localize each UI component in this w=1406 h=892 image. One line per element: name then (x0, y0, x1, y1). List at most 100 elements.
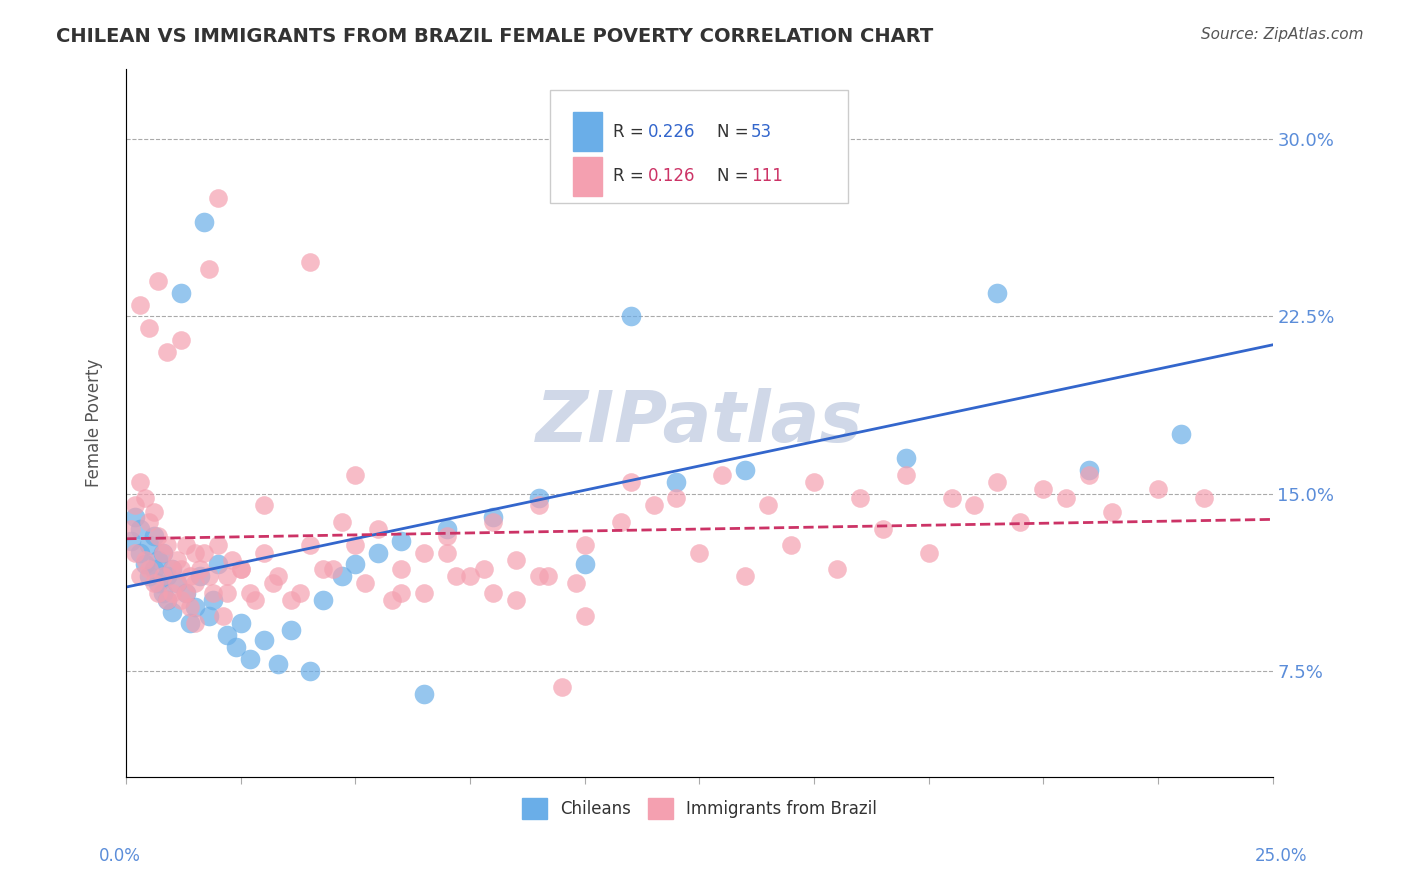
Text: Source: ZipAtlas.com: Source: ZipAtlas.com (1201, 27, 1364, 42)
Point (129, 569, 152, 583)
Point (620, 475, 643, 489)
Point (436, 545, 458, 559)
Point (825, 562, 848, 576)
Point (138, 321, 160, 335)
Point (344, 467, 367, 482)
Point (734, 569, 756, 583)
Point (129, 298, 152, 312)
Point (142, 576, 165, 591)
Point (138, 515, 160, 529)
Point (482, 515, 505, 529)
Point (389, 585, 412, 599)
Point (152, 585, 174, 599)
Point (1170, 427, 1192, 442)
Point (124, 499, 146, 513)
Point (564, 576, 586, 591)
Point (160, 605, 183, 619)
Point (330, 515, 353, 529)
Text: ZIPatlas: ZIPatlas (536, 388, 863, 458)
Point (184, 576, 207, 591)
Point (148, 274, 170, 288)
Point (138, 562, 160, 576)
Point (367, 545, 389, 559)
Point (184, 545, 207, 559)
Text: 0.0%: 0.0% (98, 847, 141, 865)
Point (665, 491, 688, 506)
Point (986, 285, 1008, 300)
Point (148, 552, 170, 566)
Point (574, 539, 596, 553)
Point (217, 628, 239, 642)
Point (505, 592, 527, 607)
Point (280, 624, 302, 638)
Point (963, 499, 986, 513)
Point (574, 558, 596, 572)
Point (134, 558, 156, 572)
Point (156, 344, 179, 359)
Y-axis label: Female Poverty: Female Poverty (86, 359, 103, 487)
Point (436, 529, 458, 543)
Point (166, 576, 188, 591)
Point (142, 505, 165, 519)
Point (211, 609, 233, 624)
Point (1078, 467, 1101, 482)
Point (174, 539, 197, 553)
Legend: Chileans, Immigrants from Brazil: Chileans, Immigrants from Brazil (515, 791, 883, 825)
Point (124, 510, 146, 524)
Point (160, 562, 183, 576)
Point (225, 640, 247, 654)
Point (174, 585, 197, 599)
Point (780, 539, 803, 553)
Point (1192, 491, 1215, 506)
Point (253, 499, 276, 513)
Point (917, 545, 939, 559)
Point (1054, 491, 1077, 506)
Text: R =: R = (613, 167, 644, 186)
Point (124, 545, 146, 559)
Point (188, 562, 211, 576)
Point (458, 569, 481, 583)
Point (1032, 482, 1054, 496)
Point (413, 687, 436, 701)
Point (156, 569, 179, 583)
Point (129, 545, 152, 559)
Point (152, 569, 174, 583)
Point (344, 539, 367, 553)
Point (184, 599, 207, 614)
Point (527, 569, 550, 583)
Point (148, 529, 170, 543)
Bar (574, 157, 602, 195)
Point (207, 191, 229, 205)
Point (197, 609, 219, 624)
Point (298, 664, 321, 678)
Point (298, 255, 321, 269)
Point (389, 533, 412, 548)
Point (217, 569, 239, 583)
Point (170, 333, 193, 347)
Point (120, 533, 142, 548)
Point (166, 576, 188, 591)
Point (527, 491, 550, 506)
Point (298, 539, 321, 553)
Text: N =: N = (717, 167, 748, 186)
Point (1101, 505, 1123, 519)
Point (620, 310, 643, 324)
Point (207, 558, 229, 572)
Point (312, 562, 335, 576)
Point (202, 585, 225, 599)
Point (482, 585, 505, 599)
Point (202, 592, 225, 607)
Point (330, 569, 353, 583)
Point (217, 585, 239, 599)
Point (482, 510, 505, 524)
Point (353, 576, 375, 591)
Point (367, 522, 389, 536)
Point (266, 569, 288, 583)
Point (170, 562, 193, 576)
Point (179, 599, 201, 614)
Point (505, 552, 527, 566)
Point (446, 569, 468, 583)
Point (734, 463, 756, 477)
Point (872, 522, 894, 536)
Point (138, 569, 160, 583)
